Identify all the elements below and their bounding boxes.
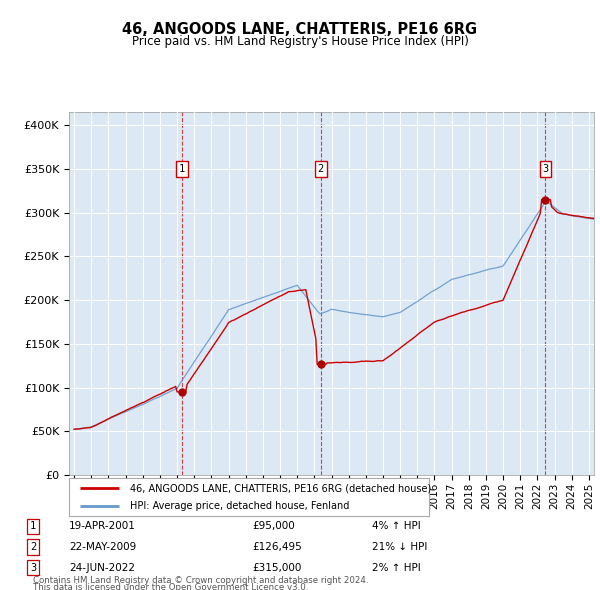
Text: 19-APR-2001: 19-APR-2001 — [69, 522, 136, 531]
Text: 2: 2 — [318, 164, 324, 174]
Text: Price paid vs. HM Land Registry's House Price Index (HPI): Price paid vs. HM Land Registry's House … — [131, 35, 469, 48]
Text: This data is licensed under the Open Government Licence v3.0.: This data is licensed under the Open Gov… — [33, 582, 308, 590]
Text: 24-JUN-2022: 24-JUN-2022 — [69, 563, 135, 572]
Text: 3: 3 — [542, 164, 548, 174]
Text: 1: 1 — [179, 164, 185, 174]
Text: 46, ANGOODS LANE, CHATTERIS, PE16 6RG: 46, ANGOODS LANE, CHATTERIS, PE16 6RG — [122, 22, 478, 37]
Text: 1: 1 — [30, 522, 36, 531]
Text: 2% ↑ HPI: 2% ↑ HPI — [372, 563, 421, 572]
Text: Contains HM Land Registry data © Crown copyright and database right 2024.: Contains HM Land Registry data © Crown c… — [33, 576, 368, 585]
Text: 4% ↑ HPI: 4% ↑ HPI — [372, 522, 421, 531]
Text: 21% ↓ HPI: 21% ↓ HPI — [372, 542, 427, 552]
Text: £315,000: £315,000 — [252, 563, 301, 572]
Text: 2: 2 — [30, 542, 36, 552]
Text: 3: 3 — [30, 563, 36, 572]
Text: HPI: Average price, detached house, Fenland: HPI: Average price, detached house, Fenl… — [130, 501, 350, 511]
Text: 22-MAY-2009: 22-MAY-2009 — [69, 542, 136, 552]
Text: 46, ANGOODS LANE, CHATTERIS, PE16 6RG (detached house): 46, ANGOODS LANE, CHATTERIS, PE16 6RG (d… — [130, 483, 431, 493]
Text: £126,495: £126,495 — [252, 542, 302, 552]
Text: £95,000: £95,000 — [252, 522, 295, 531]
